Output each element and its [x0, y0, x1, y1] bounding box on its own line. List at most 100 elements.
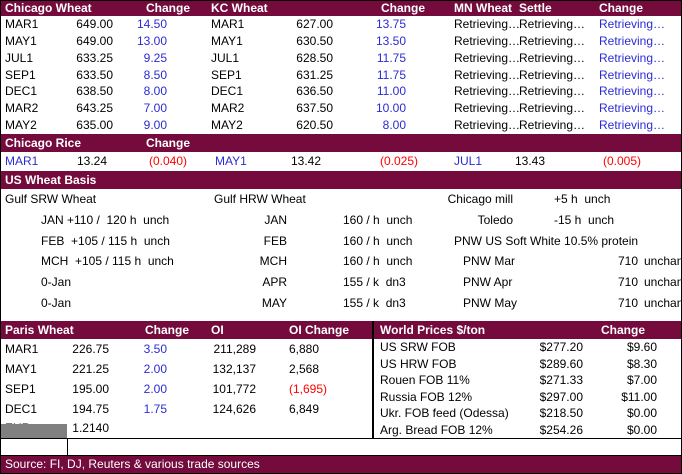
mn-month-loading: Retrieving… — [454, 118, 521, 132]
mn-change-loading: Retrieving… — [599, 34, 666, 48]
basis-value: -15 h unch — [554, 213, 615, 227]
mn-settle-loading: Retrieving… — [519, 51, 586, 65]
hrw-month: JAN — [264, 213, 287, 227]
rice-change-header: Change — [146, 136, 191, 150]
eur-rate: 1.2140 — [72, 421, 109, 435]
world-price: $218.50 — [539, 406, 583, 420]
world-change: $7.00 — [626, 373, 657, 387]
price-change: 11.75 — [376, 68, 406, 82]
world-row: Russia FOB 12% $297.00 $11.00 — [1, 389, 681, 405]
pnw-price: 710 — [617, 296, 638, 310]
mn-change-loading: Retrieving… — [599, 118, 666, 132]
price-change: 8.00 — [382, 118, 406, 132]
oi-change: (1,695) — [289, 382, 328, 396]
settle-price: 635.00 — [76, 118, 113, 132]
pnw-change: unchanged — [644, 275, 681, 289]
open-interest: 124,626 — [212, 402, 256, 416]
world-change: $9.60 — [626, 340, 657, 354]
world-row: Arg. Bread FOB 12% $254.26 $0.00 — [1, 422, 681, 438]
basis-row: FEB +105 / 115 h unch FEB 160 / h unch PN… — [1, 231, 681, 252]
mn-change-loading: Retrieving… — [599, 101, 666, 115]
mn-settle-loading: Retrieving… — [519, 17, 586, 31]
price-change: 11.75 — [376, 51, 406, 65]
srw-basis: 0-Jan — [41, 275, 72, 289]
pnw-price: 710 — [617, 254, 638, 268]
world-row: US HRW FOB $289.60 $8.30 — [1, 356, 681, 372]
settle-price: 630.50 — [296, 34, 333, 48]
contract-month: SEP1 — [5, 382, 36, 396]
srw-basis: FEB +105 / 115 h unch — [41, 234, 170, 248]
futures-row: JUL1 633.25 9.25 JUL1 628.50 11.75 Retrievin… — [1, 50, 681, 67]
world-market: Arg. Bread FOB 12% — [380, 423, 493, 437]
hrw-basis: 160 / h unch — [343, 213, 413, 227]
pnw-change: unchanged — [644, 296, 681, 310]
price-change: 8.00 — [143, 84, 167, 98]
oi-change: 6,849 — [289, 402, 320, 416]
paris-row: DEC1 194.75 1.75 124,626 6,849 — [1, 399, 681, 419]
contract-month: MAR1 — [211, 17, 245, 31]
price-change: (0.040) — [148, 154, 187, 168]
settle-price: 194.75 — [72, 402, 109, 416]
settle-price: 13.24 — [76, 154, 107, 168]
settle-price: 636.50 — [296, 84, 333, 98]
price-change: 3.50 — [143, 342, 167, 356]
futures-row: MAR2 643.25 7.00 MAR2 637.50 10.00 Retrievin… — [1, 100, 681, 117]
settle-price: 633.50 — [76, 68, 113, 82]
hrw-month: MCH — [259, 254, 287, 268]
mn-month-loading: Retrieving… — [454, 17, 521, 31]
paris-change-header: Change — [145, 323, 190, 337]
world-change: $8.30 — [626, 357, 657, 371]
world-market: Rouen FOB 11% — [380, 373, 470, 387]
price-change: (0.005) — [602, 154, 641, 168]
world-price: $277.20 — [539, 340, 583, 354]
settle-price: 221.25 — [72, 362, 109, 376]
world-row: Ukr. FOB feed (Odessa) $218.50 $0.00 — [1, 405, 681, 421]
contract-month: SEP1 — [211, 68, 242, 82]
price-change: 7.00 — [143, 101, 167, 115]
settle-price: 638.50 — [76, 84, 113, 98]
contract-month: MAR1 — [5, 154, 39, 168]
hrw-basis: 160 / h unch — [343, 254, 413, 268]
mn-month-loading: Retrieving… — [454, 84, 521, 98]
world-row: US SRW FOB $277.20 $9.60 — [1, 339, 681, 355]
basis-header-bar: US Wheat Basis — [1, 171, 681, 189]
mn-settle-loading: Retrieving… — [519, 34, 586, 48]
open-interest: 101,772 — [212, 382, 256, 396]
mn-month-loading: Retrieving… — [454, 34, 521, 48]
world-row: Rouen FOB 11% $271.33 $7.00 — [1, 372, 681, 388]
mn-settle-loading: Retrieving… — [519, 84, 586, 98]
rice-row: MAR1 13.24 (0.040) MAY1 13.42 (0.025) JUL1 13… — [1, 152, 681, 171]
settle-price: 620.50 — [296, 118, 333, 132]
source-text: Source: FI, DJ, Reuters & various trade … — [5, 457, 260, 471]
settle-price: 637.50 — [296, 101, 333, 115]
price-change: 2.00 — [143, 382, 167, 396]
contract-month: MAY1 — [5, 362, 37, 376]
mn-month-loading: Retrieving… — [454, 101, 521, 115]
world-market: Russia FOB 12% — [380, 390, 473, 404]
price-change: 8.50 — [143, 68, 167, 82]
pnw-month: PNW Mar — [463, 254, 515, 268]
oi-change: 6,880 — [289, 342, 320, 356]
world-market: Ukr. FOB feed (Odessa) — [380, 406, 509, 420]
basis-row: JAN +110 / 120 h unch JAN 160 / h unch To… — [1, 210, 681, 231]
source-bar: Source: FI, DJ, Reuters & various trade … — [1, 455, 681, 473]
world-price: $271.33 — [539, 373, 583, 387]
futures-header-bar: Chicago Wheat Change KC Wheat Change MN … — [1, 1, 681, 16]
mn-month-loading: Retrieving… — [454, 51, 521, 65]
contract-month: SEP1 — [5, 68, 36, 82]
hrw-header: Gulf HRW Wheat — [214, 192, 306, 206]
mn-settle-loading: Retrieving… — [519, 118, 586, 132]
pnw-month: PNW Apr — [463, 275, 513, 289]
srw-header: Gulf SRW Wheat — [5, 192, 97, 206]
contract-month: MAR1 — [5, 342, 39, 356]
futures-row: MAR1 649.00 14.50 MAR1 627.00 13.75 Retrievi… — [1, 16, 681, 33]
paris-row: SEP1 195.00 2.00 101,772 (1,695) — [1, 379, 681, 399]
table-divider-line — [372, 321, 374, 439]
contract-month: DEC1 — [5, 402, 38, 416]
basis-value: +5 h unch — [554, 192, 611, 206]
world-header-bar: World Prices $/ton Change — [374, 321, 681, 339]
rice-header-bar: Chicago Rice Change — [1, 134, 681, 152]
contract-month: JUL1 — [211, 51, 240, 65]
contract-month: MAR2 — [5, 101, 39, 115]
